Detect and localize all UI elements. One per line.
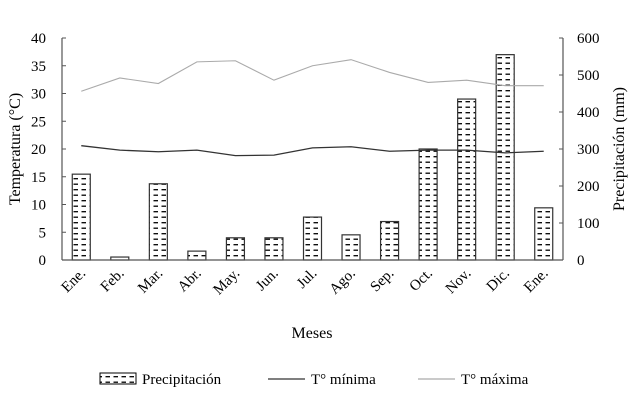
- bar-precipitacion: [71, 173, 91, 261]
- bar-precipitacion: [264, 237, 284, 261]
- y-axis-left-label: Temperatura (°C): [7, 93, 24, 205]
- bar-precipitacion: [457, 98, 477, 261]
- x-tick-label: Jun.: [253, 266, 282, 295]
- x-tick-label: May.: [211, 266, 244, 299]
- x-axis-label: Meses: [292, 325, 333, 342]
- y-right-tick-label: 0: [577, 253, 585, 269]
- legend-label-tmax: T° máxima: [461, 372, 529, 388]
- bar-precipitacion: [302, 216, 323, 261]
- x-tick-label: Jul.: [294, 266, 320, 292]
- bar-precipitacion: [225, 237, 246, 261]
- x-tick-label: Ene.: [521, 266, 551, 296]
- y-right-tick-label: 600: [577, 31, 600, 47]
- y-axis-right-label: Precipitación (mm): [611, 87, 628, 211]
- y-right-tick-label: 400: [577, 105, 600, 121]
- line-tmax: [81, 59, 544, 92]
- y-left-tick-label: 30: [31, 87, 46, 103]
- x-tick-label: Dic.: [484, 266, 513, 295]
- legend: Precipitación T° mínima T° máxima: [99, 372, 529, 388]
- bar-precipitacion: [341, 234, 361, 261]
- x-tick-label: Ago.: [327, 266, 359, 298]
- y-left-tick-label: 25: [31, 114, 46, 130]
- y-right-tick-label: 500: [577, 68, 600, 84]
- bar-precipitacion: [148, 183, 168, 261]
- x-tick-label: Feb.: [98, 266, 128, 296]
- line-tmin: [81, 145, 544, 157]
- bar-precipitacion: [187, 250, 207, 261]
- y-left-tick-label: 10: [31, 198, 46, 214]
- y-left-tick-label: 35: [31, 59, 46, 75]
- y-left-tick-label: 5: [39, 225, 47, 241]
- x-tick-label: Nov.: [443, 266, 475, 298]
- y-left-tick-label: 0: [39, 253, 47, 269]
- legend-label-precipitacion: Precipitación: [142, 372, 222, 388]
- x-tick-label: Mar.: [135, 266, 166, 297]
- y-left-tick-label: 15: [31, 170, 46, 186]
- legend-label-tmin: T° mínima: [311, 372, 376, 388]
- bar-precipitacion: [534, 207, 554, 261]
- y-right-tick-label: 200: [577, 179, 600, 195]
- y-left-tick-label: 20: [31, 142, 46, 158]
- x-tick-label: Ene.: [59, 266, 89, 296]
- y-right-tick-label: 300: [577, 142, 600, 158]
- bar-precipitacion: [379, 220, 400, 261]
- y-right-tick-label: 100: [577, 216, 600, 232]
- x-tick-label: Oct.: [407, 266, 436, 295]
- legend-swatch-precipitacion: [99, 372, 137, 385]
- x-tick-label: Abr.: [175, 266, 205, 296]
- bar-precipitacion: [418, 148, 438, 261]
- x-tick-label: Sep.: [368, 266, 398, 296]
- y-left-tick-label: 40: [31, 31, 46, 47]
